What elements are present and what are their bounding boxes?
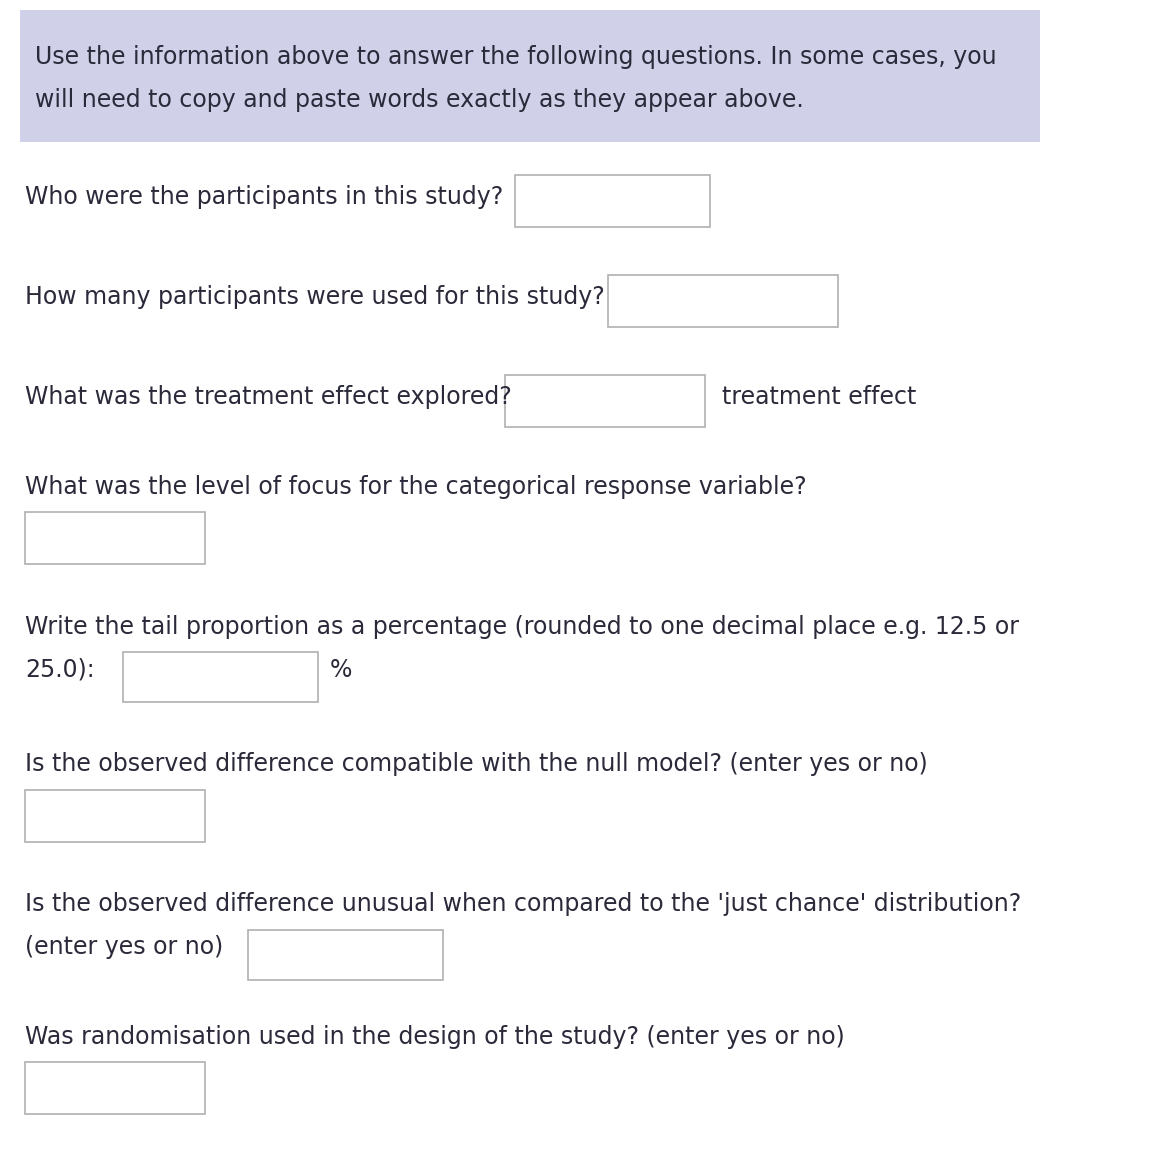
Bar <box>25 790 205 842</box>
Bar <box>123 652 318 702</box>
Bar <box>608 275 838 327</box>
Bar <box>25 512 205 564</box>
Text: %: % <box>330 659 352 682</box>
Bar <box>505 375 706 427</box>
Text: (enter yes or no): (enter yes or no) <box>25 935 223 958</box>
Text: Was randomisation used in the design of the study? (enter yes or no): Was randomisation used in the design of … <box>25 1025 845 1049</box>
Text: Write the tail proportion as a percentage (rounded to one decimal place e.g. 12.: Write the tail proportion as a percentag… <box>25 615 1019 639</box>
Text: treatment effect: treatment effect <box>722 385 916 409</box>
Text: What was the treatment effect explored?: What was the treatment effect explored? <box>25 385 511 409</box>
Bar <box>515 175 710 227</box>
Text: How many participants were used for this study?: How many participants were used for this… <box>25 285 605 309</box>
Bar <box>248 930 443 980</box>
Text: Use the information above to answer the following questions. In some cases, you: Use the information above to answer the … <box>35 45 997 69</box>
Text: What was the level of focus for the categorical response variable?: What was the level of focus for the cate… <box>25 475 806 499</box>
FancyBboxPatch shape <box>20 11 1040 142</box>
Text: will need to copy and paste words exactly as they appear above.: will need to copy and paste words exactl… <box>35 88 804 112</box>
Text: 25.0):: 25.0): <box>25 659 95 682</box>
Text: Is the observed difference compatible with the null model? (enter yes or no): Is the observed difference compatible wi… <box>25 751 928 776</box>
Text: Who were the participants in this study?: Who were the participants in this study? <box>25 185 503 209</box>
Bar <box>25 1062 205 1114</box>
Text: Is the observed difference unusual when compared to the 'just chance' distributi: Is the observed difference unusual when … <box>25 893 1021 916</box>
